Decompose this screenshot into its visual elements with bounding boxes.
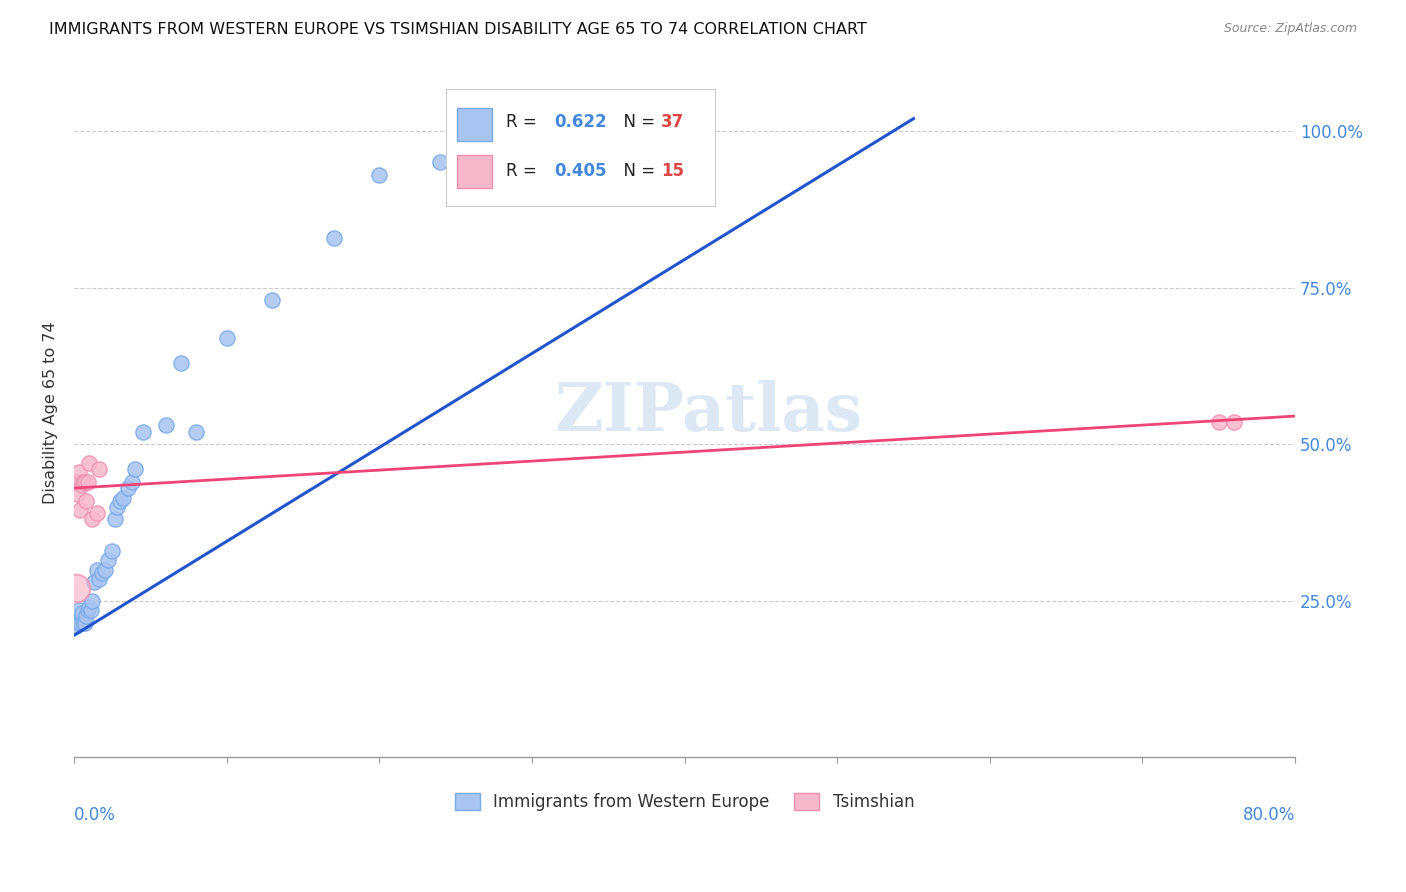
- Point: [83, 575, 105, 590]
- Point: [1208, 415, 1230, 429]
- Point: [87, 462, 110, 476]
- Text: ZIPatlas: ZIPatlas: [555, 381, 863, 445]
- Point: [132, 425, 155, 439]
- Point: [69, 615, 91, 630]
- Point: [70, 607, 93, 621]
- Point: [76, 475, 98, 489]
- Point: [117, 481, 139, 495]
- Point: [105, 500, 128, 514]
- Point: [322, 230, 344, 244]
- Point: [86, 562, 108, 576]
- Point: [262, 293, 284, 308]
- Point: [1223, 415, 1246, 429]
- Point: [79, 456, 101, 470]
- Point: [72, 475, 94, 489]
- Point: [121, 475, 143, 489]
- Y-axis label: Disability Age 65 to 74: Disability Age 65 to 74: [44, 322, 58, 504]
- Point: [65, 475, 87, 489]
- Point: [67, 466, 90, 480]
- Point: [66, 487, 89, 501]
- Point: [86, 506, 108, 520]
- Point: [93, 562, 115, 576]
- Point: [79, 600, 101, 615]
- Point: [108, 493, 131, 508]
- Point: [70, 478, 93, 492]
- Point: [104, 512, 127, 526]
- Point: [111, 491, 134, 505]
- Point: [66, 613, 89, 627]
- Point: [76, 603, 98, 617]
- Point: [67, 603, 90, 617]
- Point: [75, 493, 97, 508]
- Point: [75, 609, 97, 624]
- Point: [69, 503, 91, 517]
- Point: [97, 553, 120, 567]
- Point: [186, 425, 208, 439]
- Point: [101, 543, 124, 558]
- Point: [82, 512, 104, 526]
- Point: [87, 572, 110, 586]
- Point: [65, 619, 87, 633]
- Text: IMMIGRANTS FROM WESTERN EUROPE VS TSIMSHIAN DISABILITY AGE 65 TO 74 CORRELATION : IMMIGRANTS FROM WESTERN EUROPE VS TSIMSH…: [49, 22, 868, 37]
- Point: [124, 462, 146, 476]
- Legend: Immigrants from Western Europe, Tsimshian: Immigrants from Western Europe, Tsimshia…: [449, 787, 921, 818]
- Point: [80, 603, 103, 617]
- Point: [215, 331, 238, 345]
- Point: [429, 155, 451, 169]
- Point: [170, 356, 193, 370]
- Point: [90, 566, 112, 580]
- Point: [65, 582, 87, 596]
- Point: [70, 609, 93, 624]
- Point: [368, 168, 391, 182]
- Text: Source: ZipAtlas.com: Source: ZipAtlas.com: [1223, 22, 1357, 36]
- Point: [72, 615, 94, 630]
- Point: [82, 594, 104, 608]
- Text: 80.0%: 80.0%: [1243, 805, 1295, 823]
- Text: 0.0%: 0.0%: [75, 805, 115, 823]
- Point: [73, 615, 96, 630]
- Point: [155, 418, 177, 433]
- Point: [67, 615, 90, 630]
- Point: [73, 475, 96, 489]
